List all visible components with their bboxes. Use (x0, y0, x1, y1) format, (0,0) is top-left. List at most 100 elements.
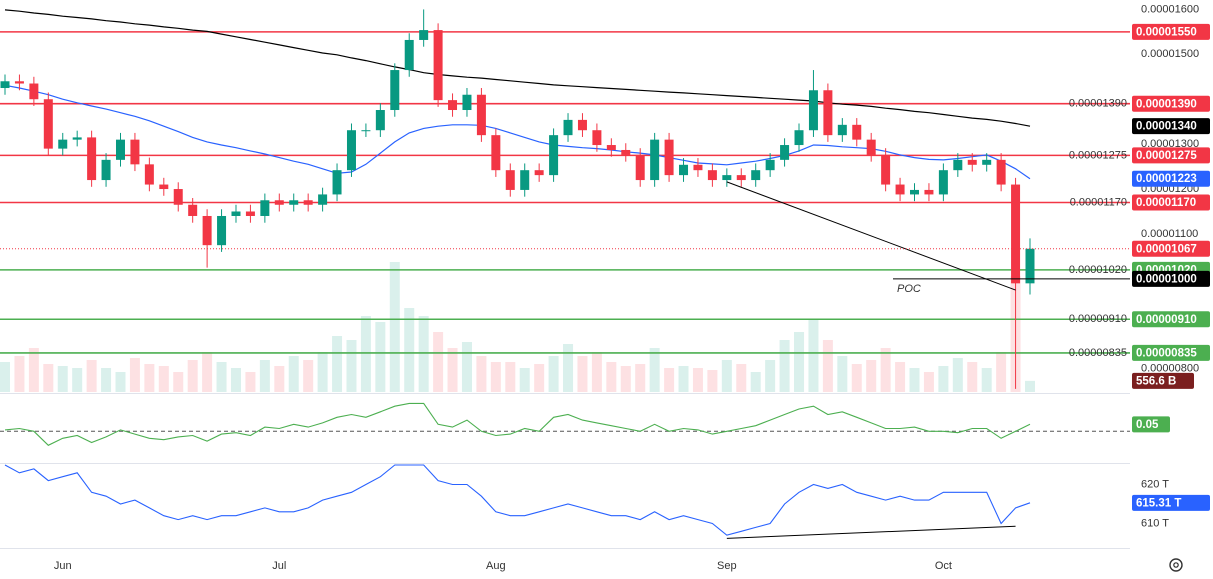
level-label: 0.00001390 (1136, 98, 1197, 110)
candle-body (534, 170, 544, 176)
obv-label: 615.31 T (1136, 497, 1181, 509)
volume-bar (303, 360, 314, 392)
volume-bar (72, 368, 83, 392)
candle-body (58, 139, 68, 149)
volume-bar (245, 372, 256, 392)
candle-body (404, 39, 414, 71)
candle-body (0, 81, 10, 89)
level-label: 0.00001170 (1136, 197, 1196, 209)
candle-body (375, 110, 385, 131)
volume-bar (635, 364, 646, 392)
ma-box (1132, 118, 1210, 135)
x-tick-label: Aug (486, 560, 506, 572)
volume-bar (187, 360, 198, 392)
volume-bar (461, 342, 472, 392)
candle-body (231, 211, 241, 216)
volume-bar (692, 368, 703, 392)
volume-bar (28, 348, 39, 392)
y-tick-label: 0.00001300 (1141, 138, 1199, 150)
candle-body (115, 139, 125, 160)
volume-bar (129, 358, 140, 392)
candle-body (448, 100, 458, 111)
volume-bar (548, 356, 559, 392)
y-tick-label: 0.00000800 (1141, 363, 1199, 375)
volume-bar (866, 360, 877, 392)
level-left-label: 0.00001020 (1069, 264, 1127, 276)
candle-body (707, 170, 717, 181)
volume-bar (490, 362, 501, 392)
y-tick-label: 0.00001100 (1141, 228, 1198, 240)
poc-name: POC (897, 283, 921, 295)
level-box (1132, 311, 1210, 328)
volume-bar (57, 366, 68, 392)
candle-body (202, 215, 212, 246)
moving-average-line (4, 9, 1031, 127)
candle-body (765, 159, 775, 171)
volume-bar (202, 352, 213, 392)
obv-box (1132, 494, 1210, 511)
volume-box (1132, 372, 1194, 389)
obv-trendline (726, 525, 1016, 539)
volume-bar (288, 356, 299, 392)
candle-body (852, 124, 862, 140)
candle-body (289, 200, 299, 205)
volume-bar (317, 352, 328, 392)
candle-body (780, 145, 790, 160)
volume-bar (649, 348, 660, 392)
volume-bar (851, 364, 862, 392)
volume-bar (577, 356, 588, 392)
candle-body (924, 189, 934, 195)
volume-bar (952, 358, 963, 392)
candle-body (606, 145, 616, 150)
volume-bar (779, 340, 790, 392)
settings-icon[interactable] (1169, 558, 1183, 572)
candle-body (967, 159, 977, 165)
candle-body (982, 159, 992, 165)
candle-body (823, 90, 833, 136)
volume-bar (736, 364, 747, 392)
candle-body (679, 164, 689, 176)
volume-bar (14, 356, 25, 392)
candle-body (173, 189, 183, 205)
candle-body (751, 170, 761, 181)
settings-icon-ring[interactable] (1169, 558, 1183, 572)
volume-bar (750, 372, 761, 392)
candle-body (476, 94, 486, 136)
level-label: 0.00000835 (1136, 347, 1197, 359)
volume-bar (86, 360, 97, 392)
volume-bar (433, 332, 444, 392)
candle-body (260, 200, 270, 216)
candle-body (549, 135, 559, 176)
candle-body (577, 119, 587, 131)
volume-bar (895, 362, 906, 392)
candle-body (433, 30, 443, 101)
level-left-label: 0.00001170 (1070, 196, 1127, 208)
volume-bar (822, 340, 833, 392)
oscillator-box (1132, 416, 1170, 433)
volume-bar (880, 348, 891, 392)
volume-bar (923, 372, 934, 392)
volume-bar (837, 356, 848, 392)
candle-body (390, 70, 400, 111)
candle-body (159, 184, 169, 190)
candle-body (722, 175, 732, 181)
volume-bar (259, 360, 270, 392)
volume-bar (158, 366, 169, 392)
candle-body (1011, 184, 1021, 284)
volume-bar (418, 316, 429, 392)
candle-body (866, 139, 876, 155)
candle-body (1025, 248, 1035, 284)
x-tick-label: Sep (717, 560, 737, 572)
volume-bar (274, 366, 285, 392)
settings-icon-core[interactable] (1173, 562, 1179, 568)
ma-label: 0.00001223 (1136, 173, 1197, 185)
candle-body (808, 90, 818, 131)
volume-bar (909, 368, 920, 392)
candle-body (217, 215, 227, 246)
current-price-box (1132, 240, 1210, 257)
candle-body (274, 200, 284, 205)
candle-body (245, 211, 255, 216)
level-label: 0.00000910 (1136, 314, 1197, 326)
obv-tick-label: 620 T (1141, 478, 1169, 490)
